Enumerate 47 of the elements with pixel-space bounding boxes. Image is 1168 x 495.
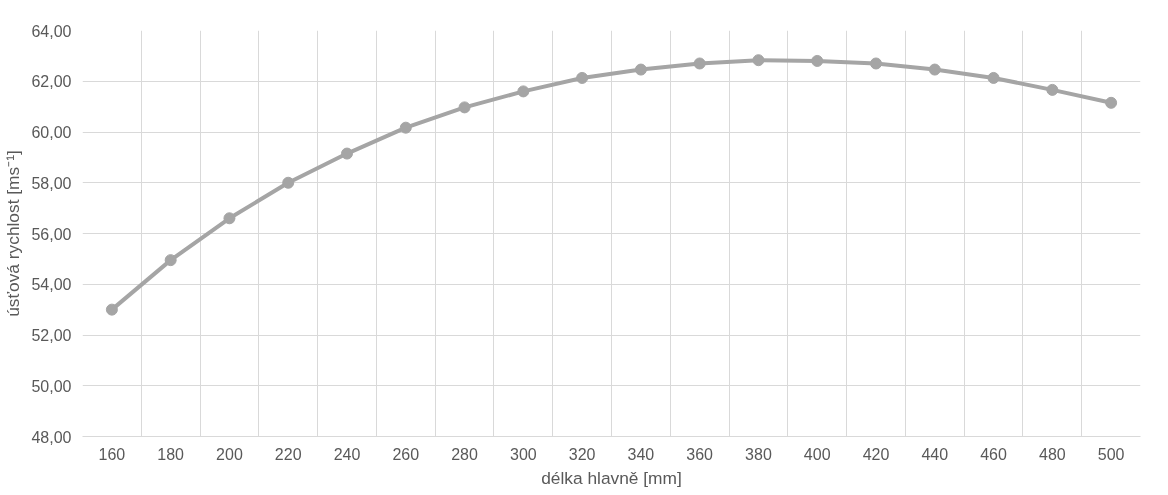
point <box>517 85 530 98</box>
x-tick-label: 400 <box>803 445 831 463</box>
x-tick-label: 360 <box>686 445 714 463</box>
point <box>752 54 765 67</box>
x-tick-label: 160 <box>98 445 126 463</box>
x-tick-label: 500 <box>1097 445 1125 463</box>
point <box>928 63 941 76</box>
y-tick-label: 52,00 <box>31 327 72 344</box>
x-tick-label: 320 <box>568 445 596 463</box>
point <box>164 254 177 267</box>
y-tick-label: 56,00 <box>31 225 72 243</box>
point <box>282 176 295 189</box>
point <box>634 63 647 76</box>
x-tick-label: 340 <box>627 445 655 463</box>
point <box>458 101 471 114</box>
y-tick-label: 60,00 <box>31 124 72 141</box>
point <box>870 57 882 70</box>
point <box>105 303 118 316</box>
x-tick-label: 460 <box>980 445 1007 463</box>
x-tick-label: 420 <box>862 445 890 463</box>
point <box>1046 83 1059 96</box>
x-tick-label: 380 <box>745 445 772 463</box>
y-tick-label: 48,00 <box>31 428 72 446</box>
y-tick-label: 50,00 <box>31 377 72 395</box>
point <box>341 147 353 160</box>
point <box>811 54 824 67</box>
point <box>223 212 236 225</box>
point <box>576 71 589 84</box>
point <box>693 57 706 70</box>
x-tick-label: 180 <box>157 445 185 463</box>
x-tick-label: 300 <box>509 445 537 463</box>
x-tick-label: 440 <box>921 445 949 463</box>
x-tick-label: 220 <box>274 445 302 463</box>
x-tick-label: 280 <box>451 445 478 463</box>
point <box>1105 96 1118 109</box>
y-tick-label: 64,00 <box>31 22 72 40</box>
y-tick-label: 62,00 <box>31 73 72 91</box>
x-tick-label: 240 <box>333 445 361 463</box>
x-tick-label: 480 <box>1038 445 1066 463</box>
point <box>987 71 1000 84</box>
x-tick-label: 260 <box>392 445 420 463</box>
x-axis-title: délka hlavně [mm] <box>541 467 682 488</box>
y-tick-label: 54,00 <box>31 276 72 294</box>
y-tick-label: 58,00 <box>31 174 72 192</box>
x-tick-label: 200 <box>216 445 243 463</box>
point <box>399 121 412 134</box>
y-axis-title: úsťová rychlost [ms⁻¹] <box>3 150 24 317</box>
